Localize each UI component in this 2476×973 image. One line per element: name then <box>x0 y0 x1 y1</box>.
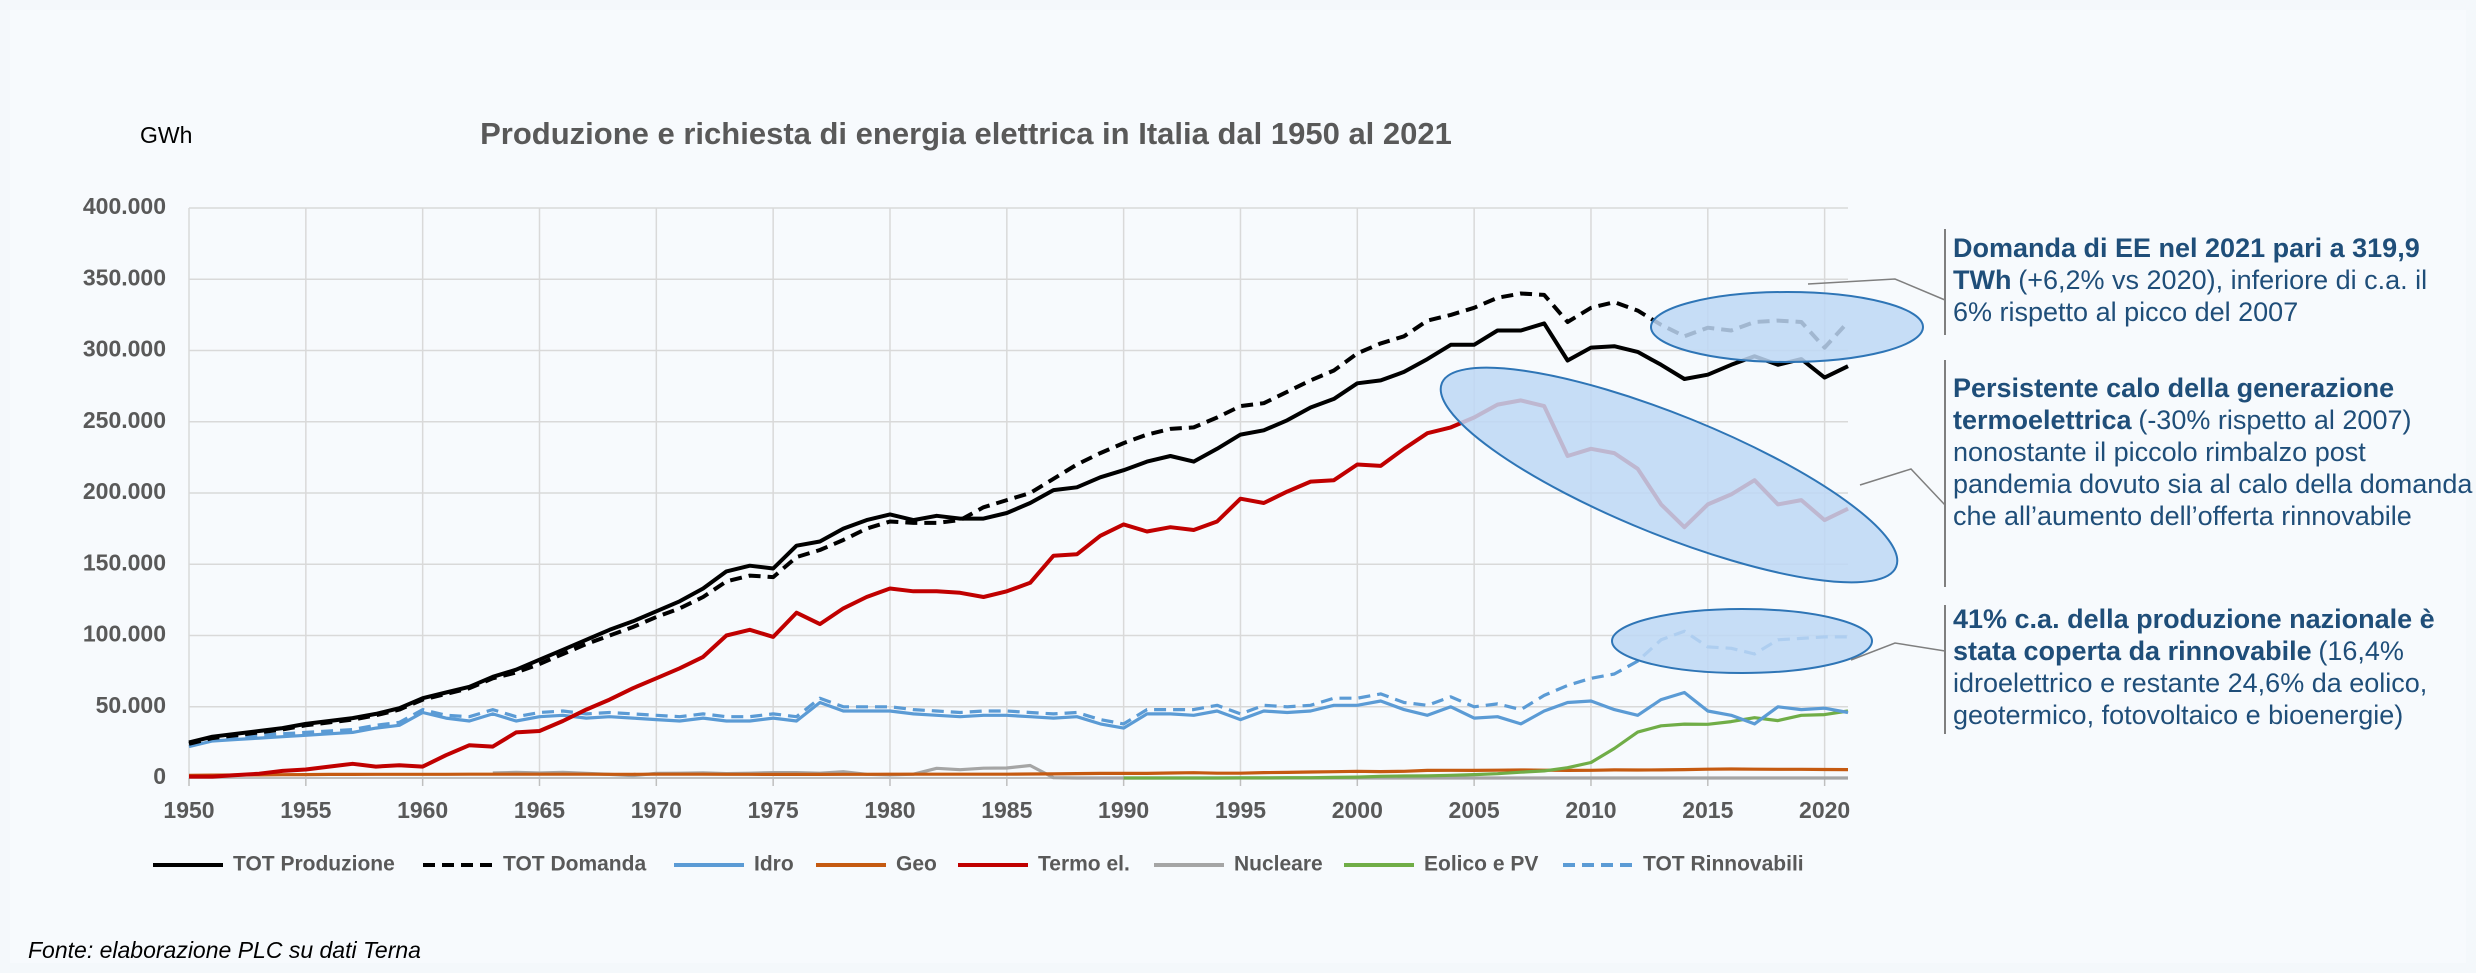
y-tick-label: 300.000 <box>83 336 166 362</box>
legend-label: TOT Rinnovabili <box>1643 853 1804 876</box>
x-tick-label: 1950 <box>163 797 214 823</box>
legend-label: TOT Domanda <box>503 853 646 876</box>
annotation: 41% c.a. della produzione nazionale è st… <box>1953 603 2473 731</box>
annotation-text: (+6,2% vs 2020), inferiore di c.a. il 6%… <box>1953 265 2428 327</box>
y-unit: GWh <box>140 122 192 148</box>
x-tick-label: 1975 <box>748 797 799 823</box>
legend-label: Eolico e PV <box>1424 853 1538 876</box>
series-line <box>188 291 1850 746</box>
connector <box>1859 468 1946 506</box>
connector <box>1850 642 1946 661</box>
annotation: Domanda di EE nel 2021 pari a 319,9 TWh(… <box>1953 232 2473 328</box>
x-tick-label: 1980 <box>864 797 915 823</box>
highlight <box>1611 608 1873 674</box>
annotation: Persistente calo della generazione termo… <box>1953 372 2473 532</box>
series-line <box>1123 709 1849 780</box>
source: Fonte: elaborazione PLC su dati Terna <box>28 937 421 963</box>
annotation-bold: 41% c.a. della produzione nazionale è st… <box>1953 604 2435 666</box>
series-line <box>188 321 1849 745</box>
y-tick-label: 250.000 <box>83 407 166 433</box>
x-tick-label: 1970 <box>631 797 682 823</box>
chart-title: Produzione e richiesta di energia elettr… <box>480 116 1452 151</box>
y-tick-label: 100.000 <box>83 621 166 647</box>
y-tick-label: 50.000 <box>96 692 166 718</box>
y-tick-label: 350.000 <box>83 264 166 290</box>
y-tick-label: 150.000 <box>83 549 166 575</box>
annotation-text: (16,4% idroelettrico e restante 24,6% da… <box>1953 636 2428 730</box>
series-line <box>188 629 1848 746</box>
x-tick-label: 2015 <box>1682 797 1733 823</box>
legend-label: Termo el. <box>1038 853 1130 876</box>
x-tick-label: 2005 <box>1449 797 1500 823</box>
legend-label: TOT Produzione <box>233 853 395 876</box>
x-tick-label: 1985 <box>981 797 1032 823</box>
x-tick-label: 1990 <box>1098 797 1149 823</box>
series-line <box>188 690 1849 749</box>
x-tick-label: 1960 <box>397 797 448 823</box>
x-tick-label: 1965 <box>514 797 565 823</box>
legend-label: Nucleare <box>1234 853 1323 876</box>
x-tick-label: 2000 <box>1332 797 1383 823</box>
y-tick-label: 200.000 <box>83 478 166 504</box>
highlight <box>1439 366 1899 584</box>
x-tick-label: 1995 <box>1215 797 1266 823</box>
highlight <box>1650 291 1924 363</box>
legend-label: Geo <box>896 853 937 876</box>
panel <box>10 10 2466 963</box>
x-tick-label: 1955 <box>280 797 331 823</box>
x-tick-label: 2010 <box>1565 797 1616 823</box>
annotation-bold: Persistente calo della generazione termo… <box>1953 373 2395 435</box>
x-tick-label: 2020 <box>1799 797 1850 823</box>
annotation-text: (-30% rispetto al 2007) nonostante il pi… <box>1953 405 2473 531</box>
y-tick-label: 0 <box>153 763 166 789</box>
series-line <box>188 767 1849 777</box>
legend-label: Idro <box>754 853 794 876</box>
annotation-bold: Domanda di EE nel 2021 pari a 319,9 TWh <box>1953 233 2420 295</box>
y-tick-label: 400.000 <box>83 193 166 219</box>
connector <box>1807 278 1946 301</box>
